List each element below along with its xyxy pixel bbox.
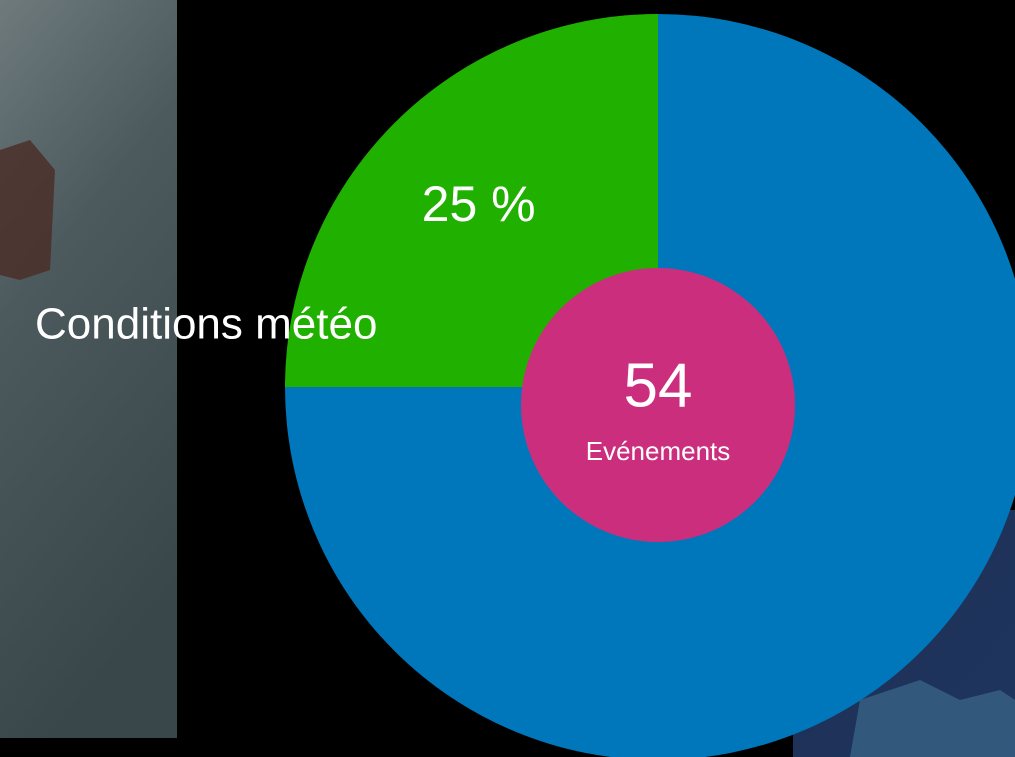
sea-photo: [0, 0, 177, 738]
map-land: [850, 680, 1015, 757]
pie-slice: [285, 14, 658, 387]
pie-chart: [285, 14, 1015, 757]
center-badge: [521, 268, 795, 542]
total-label: Evénements: [586, 436, 731, 466]
pie-slice: [285, 14, 1015, 757]
total-value: 54: [624, 351, 693, 420]
category-label: Conditions météo: [35, 300, 377, 349]
boat: [0, 140, 55, 280]
slice-value-label: 25 %: [422, 176, 536, 232]
